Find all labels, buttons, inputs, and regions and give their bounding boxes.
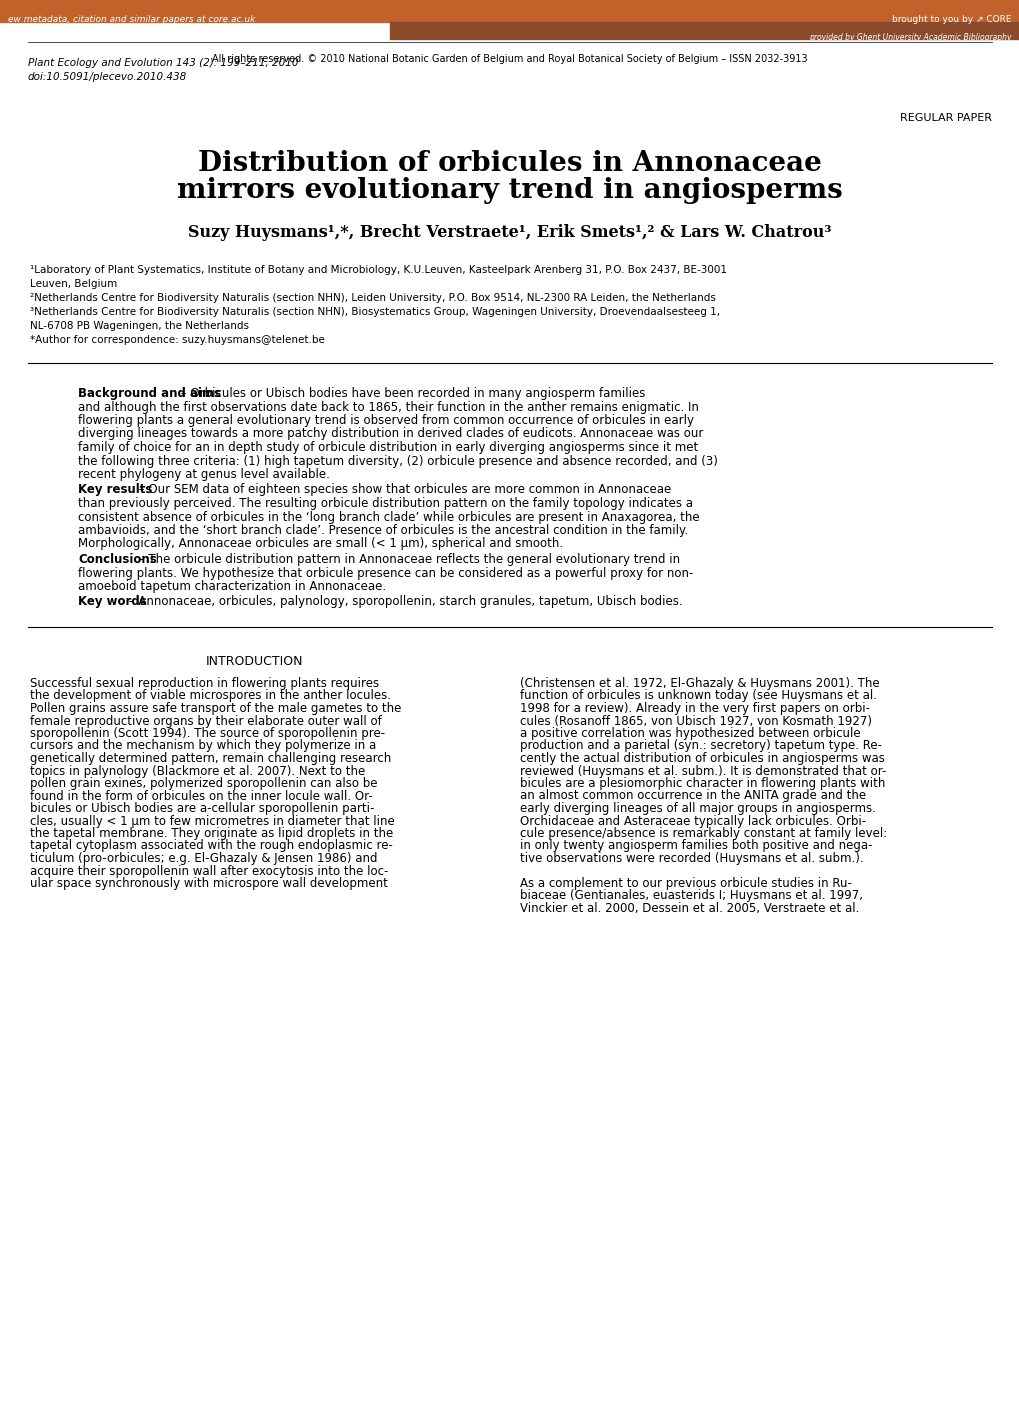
Text: bicules are a plesiomorphic character in flowering plants with: bicules are a plesiomorphic character in…	[520, 776, 884, 791]
Text: amoeboid tapetum characterization in Annonaceae.: amoeboid tapetum characterization in Ann…	[77, 580, 386, 593]
Text: cursors and the mechanism by which they polymerize in a: cursors and the mechanism by which they …	[30, 739, 376, 752]
Text: found in the form of orbicules on the inner locule wall. Or-: found in the form of orbicules on the in…	[30, 789, 372, 802]
Text: mirrors evolutionary trend in angiosperms: mirrors evolutionary trend in angiosperm…	[177, 176, 842, 203]
Text: tapetal cytoplasm associated with the rough endoplasmic re-: tapetal cytoplasm associated with the ro…	[30, 839, 392, 853]
Text: ¹Laboratory of Plant Systematics, Institute of Botany and Microbiology, K.U.Leuv: ¹Laboratory of Plant Systematics, Instit…	[30, 264, 727, 274]
Text: the following three criteria: (1) high tapetum diversity, (2) orbicule presence : the following three criteria: (1) high t…	[77, 455, 717, 468]
Text: bicules or Ubisch bodies are a-cellular sporopollenin parti-: bicules or Ubisch bodies are a-cellular …	[30, 802, 374, 815]
Text: All rights reserved. © 2010 National Botanic Garden of Belgium and Royal Botanic: All rights reserved. © 2010 National Bot…	[212, 54, 807, 64]
Text: biaceae (Gentianales, euasterids I; Huysmans et al. 1997,: biaceae (Gentianales, euasterids I; Huys…	[520, 890, 862, 903]
Text: production and a parietal (syn.: secretory) tapetum type. Re-: production and a parietal (syn.: secreto…	[520, 739, 881, 752]
Text: doi:10.5091/plecevo.2010.438: doi:10.5091/plecevo.2010.438	[28, 73, 187, 82]
Text: tive observations were recorded (Huysmans et al. subm.).: tive observations were recorded (Huysman…	[520, 852, 863, 865]
Text: brought to you by ↗ CORE: brought to you by ↗ CORE	[892, 16, 1011, 24]
Text: – Our SEM data of eighteen species show that orbicules are more common in Annona: – Our SEM data of eighteen species show …	[136, 483, 671, 496]
Text: female reproductive organs by their elaborate outer wall of: female reproductive organs by their elab…	[30, 714, 381, 728]
Text: cently the actual distribution of orbicules in angiosperms was: cently the actual distribution of orbicu…	[520, 752, 884, 765]
Text: INTRODUCTION: INTRODUCTION	[206, 656, 304, 668]
Text: – The orbicule distribution pattern in Annonaceae reflects the general evolution: – The orbicule distribution pattern in A…	[136, 553, 680, 566]
Text: the development of viable microspores in the anther locules.: the development of viable microspores in…	[30, 690, 390, 702]
Text: topics in palynology (Blackmore et al. 2007). Next to the: topics in palynology (Blackmore et al. 2…	[30, 765, 365, 778]
Text: ticulum (pro-orbicules; e.g. El-Ghazaly & Jensen 1986) and: ticulum (pro-orbicules; e.g. El-Ghazaly …	[30, 852, 377, 865]
Text: Pollen grains assure safe transport of the male gametes to the: Pollen grains assure safe transport of t…	[30, 702, 401, 715]
Text: recent phylogeny at genus level available.: recent phylogeny at genus level availabl…	[77, 468, 329, 481]
Text: NL-6708 PB Wageningen, the Netherlands: NL-6708 PB Wageningen, the Netherlands	[30, 321, 249, 331]
Bar	[389, 21, 1019, 38]
Bar	[0, 0, 1019, 21]
Text: REGULAR PAPER: REGULAR PAPER	[899, 112, 991, 122]
Text: Vinckier et al. 2000, Dessein et al. 2005, Verstraete et al.: Vinckier et al. 2000, Dessein et al. 200…	[520, 902, 859, 914]
Text: As a complement to our previous orbicule studies in Ru-: As a complement to our previous orbicule…	[520, 877, 851, 890]
Text: function of orbicules is unknown today (see Huysmans et al.: function of orbicules is unknown today (…	[520, 690, 876, 702]
Text: *Author for correspondence: suzy.huysmans@telenet.be: *Author for correspondence: suzy.huysman…	[30, 336, 325, 346]
Text: a positive correlation was hypothesized between orbicule: a positive correlation was hypothesized …	[520, 727, 860, 739]
Text: genetically determined pattern, remain challenging research: genetically determined pattern, remain c…	[30, 752, 391, 765]
Text: consistent absence of orbicules in the ‘long branch clade’ while orbicules are p: consistent absence of orbicules in the ‘…	[77, 510, 699, 523]
Text: and although the first observations date back to 1865, their function in the ant: and although the first observations date…	[77, 401, 698, 414]
Text: acquire their sporopollenin wall after exocytosis into the loc-: acquire their sporopollenin wall after e…	[30, 865, 388, 877]
Text: in only twenty angiosperm families both positive and nega-: in only twenty angiosperm families both …	[520, 839, 871, 853]
Text: flowering plants. We hypothesize that orbicule presence can be considered as a p: flowering plants. We hypothesize that or…	[77, 566, 693, 580]
Text: sporopollenin (Scott 1994). The source of sporopollenin pre-: sporopollenin (Scott 1994). The source o…	[30, 727, 385, 739]
Text: Distribution of orbicules in Annonaceae: Distribution of orbicules in Annonaceae	[198, 149, 821, 176]
Text: ambavioids, and the ‘short branch clade’. Presence of orbicules is the ancestral: ambavioids, and the ‘short branch clade’…	[77, 523, 688, 538]
Text: early diverging lineages of all major groups in angiosperms.: early diverging lineages of all major gr…	[520, 802, 875, 815]
Text: Key results: Key results	[77, 483, 152, 496]
Text: Suzy Huysmans¹,*, Brecht Verstraete¹, Erik Smets¹,² & Lars W. Chatrou³: Suzy Huysmans¹,*, Brecht Verstraete¹, Er…	[189, 225, 830, 240]
Text: Conclusions: Conclusions	[77, 553, 157, 566]
Text: an almost common occurrence in the ANITA grade and the: an almost common occurrence in the ANITA…	[520, 789, 865, 802]
Text: cles, usually < 1 μm to few micrometres in diameter that line: cles, usually < 1 μm to few micrometres …	[30, 815, 394, 828]
Text: – Annonaceae, orbicules, palynology, sporopollenin, starch granules, tapetum, Ub: – Annonaceae, orbicules, palynology, spo…	[124, 596, 682, 609]
Text: – Orbicules or Ubisch bodies have been recorded in many angiosperm families: – Orbicules or Ubisch bodies have been r…	[176, 387, 645, 400]
Text: diverging lineages towards a more patchy distribution in derived clades of eudic: diverging lineages towards a more patchy…	[77, 428, 703, 441]
Text: family of choice for an in depth study of orbicule distribution in early divergi: family of choice for an in depth study o…	[77, 441, 698, 454]
Text: Background and aims: Background and aims	[77, 387, 221, 400]
Text: cules (Rosanoff 1865, von Ubisch 1927, von Kosmath 1927): cules (Rosanoff 1865, von Ubisch 1927, v…	[520, 714, 871, 728]
Text: flowering plants a general evolutionary trend is observed from common occurrence: flowering plants a general evolutionary …	[77, 414, 693, 427]
Text: Successful sexual reproduction in flowering plants requires: Successful sexual reproduction in flower…	[30, 677, 379, 690]
Text: Key words: Key words	[77, 596, 147, 609]
Text: 1998 for a review). Already in the very first papers on orbi-: 1998 for a review). Already in the very …	[520, 702, 869, 715]
Text: pollen grain exines, polymerized sporopollenin can also be: pollen grain exines, polymerized sporopo…	[30, 776, 377, 791]
Text: ew metadata, citation and similar papers at core.ac.uk: ew metadata, citation and similar papers…	[8, 16, 255, 24]
Text: ²Netherlands Centre for Biodiversity Naturalis (section NHN), Leiden University,: ²Netherlands Centre for Biodiversity Nat…	[30, 293, 715, 303]
Text: reviewed (Huysmans et al. subm.). It is demonstrated that or-: reviewed (Huysmans et al. subm.). It is …	[520, 765, 886, 778]
Text: cule presence/absence is remarkably constant at family level:: cule presence/absence is remarkably cons…	[520, 828, 887, 840]
Text: the tapetal membrane. They originate as lipid droplets in the: the tapetal membrane. They originate as …	[30, 828, 393, 840]
Text: ³Netherlands Centre for Biodiversity Naturalis (section NHN), Biosystematics Gro: ³Netherlands Centre for Biodiversity Nat…	[30, 307, 719, 317]
Text: ular space synchronously with microspore wall development: ular space synchronously with microspore…	[30, 877, 387, 890]
Text: Orchidaceae and Asteraceae typically lack orbicules. Orbi-: Orchidaceae and Asteraceae typically lac…	[520, 815, 865, 828]
Text: Leuven, Belgium: Leuven, Belgium	[30, 279, 117, 289]
Text: provided by Ghent University Academic Bibliography: provided by Ghent University Academic Bi…	[809, 33, 1011, 43]
Text: than previously perceived. The resulting orbicule distribution pattern on the fa: than previously perceived. The resulting…	[77, 498, 692, 510]
Text: (Christensen et al. 1972, El-Ghazaly & Huysmans 2001). The: (Christensen et al. 1972, El-Ghazaly & H…	[520, 677, 878, 690]
Text: Plant Ecology and Evolution 143 (2): 199–211, 2010: Plant Ecology and Evolution 143 (2): 199…	[28, 58, 299, 68]
Text: Morphologically, Annonaceae orbicules are small (< 1 μm), spherical and smooth.: Morphologically, Annonaceae orbicules ar…	[77, 538, 562, 550]
